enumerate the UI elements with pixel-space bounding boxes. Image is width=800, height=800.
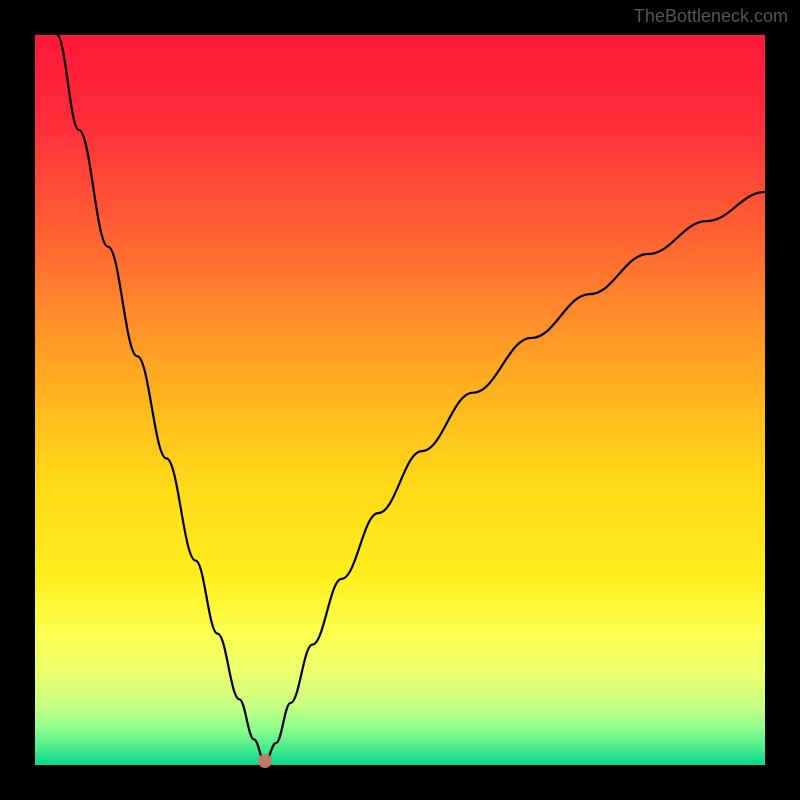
chart-area	[35, 35, 765, 765]
minimum-marker	[258, 754, 272, 768]
watermark-text: TheBottleneck.com	[634, 6, 788, 27]
bottleneck-curve	[35, 35, 765, 765]
